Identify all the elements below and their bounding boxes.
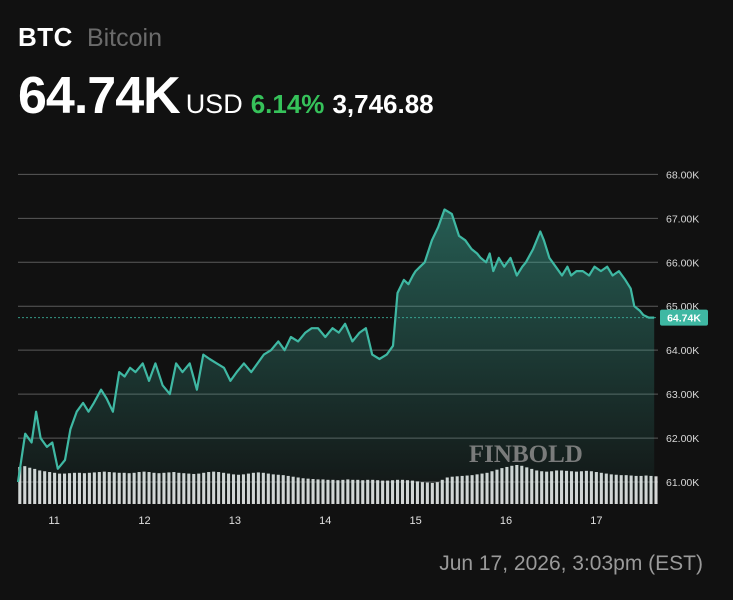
x-tick-label: 17 — [590, 515, 602, 527]
current-price: 64.74K — [18, 67, 181, 125]
ticker-symbol: BTC — [18, 22, 73, 52]
price-chart: 61.00K62.00K63.00K64.00K65.00K66.00K67.0… — [16, 169, 708, 527]
x-tick-label: 14 — [319, 515, 331, 527]
y-tick-label: 62.00K — [666, 433, 699, 445]
ticker-row: BTC Bitcoin — [18, 22, 434, 58]
last-value-tag — [660, 309, 708, 326]
x-tick-label: 12 — [138, 515, 150, 527]
y-tick-label: 68.00K — [666, 169, 699, 181]
x-tick-label: 11 — [48, 515, 59, 527]
change-percent: 6.14% — [250, 89, 325, 119]
y-tick-label: 64.00K — [666, 345, 699, 357]
finbold-watermark: FINBOLD — [469, 441, 583, 468]
currency-label: USD — [185, 89, 243, 119]
volume-bar — [654, 476, 658, 504]
asset-name: Bitcoin — [86, 24, 162, 52]
price-line — [16, 208, 655, 483]
y-tick-label: 67.00K — [666, 213, 699, 225]
timestamp: Jun 17, 2026, 3:03pm (EST) — [439, 552, 703, 575]
change-absolute: 3,746.88 — [332, 89, 434, 119]
price-header: BTC Bitcoin 64.74K USD 6.14% 3,746.88 — [18, 22, 434, 126]
y-tick-label: 61.00K — [666, 477, 699, 489]
price-row: 64.74K USD 6.14% 3,746.88 — [18, 66, 434, 126]
x-tick-label: 16 — [500, 515, 512, 527]
x-tick-label: 13 — [229, 515, 241, 527]
x-tick-label: 15 — [409, 515, 421, 527]
y-tick-label: 63.00K — [666, 389, 699, 401]
price-area — [18, 209, 655, 504]
last-value-label: 64.74K — [667, 313, 701, 325]
y-tick-label: 66.00K — [666, 257, 699, 269]
